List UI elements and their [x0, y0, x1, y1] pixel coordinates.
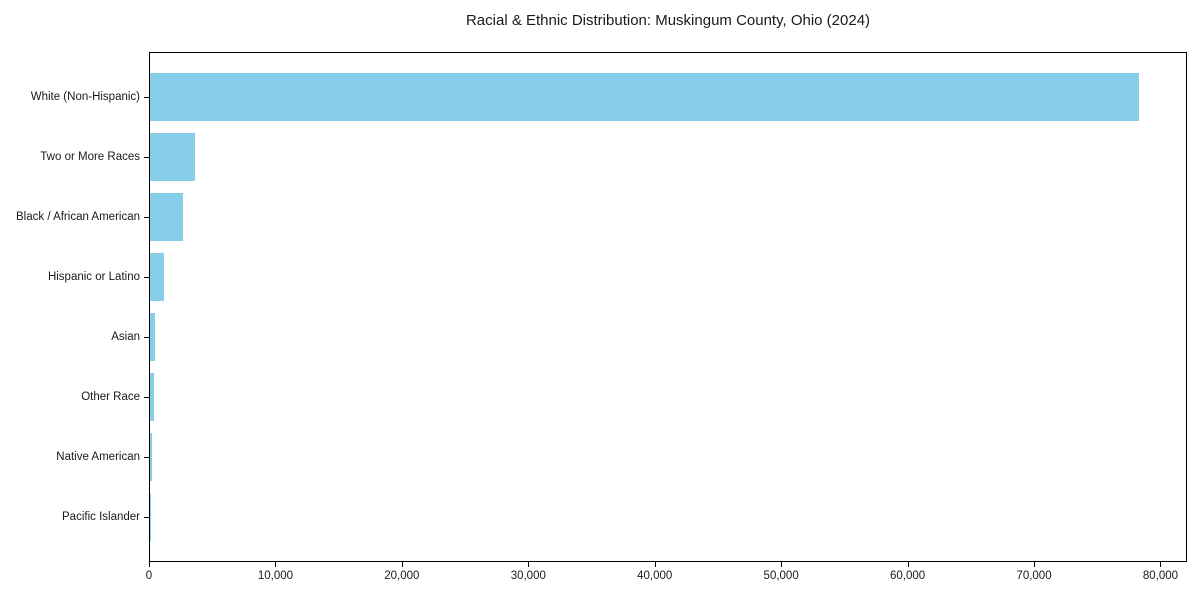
- x-tick-label-30-000: 30,000: [510, 570, 546, 582]
- y-tick-mark: [144, 157, 149, 158]
- y-tick-label-hispanic-or-latino: Hispanic or Latino: [47, 271, 140, 283]
- bar-black-african-american: [150, 193, 184, 241]
- x-tick-mark: [275, 562, 276, 567]
- y-tick-label-black-african-american: Black / African American: [16, 211, 140, 223]
- x-tick-label-20-000: 20,000: [384, 570, 420, 582]
- bar-hispanic-or-latino: [150, 253, 164, 301]
- y-tick-mark: [144, 217, 149, 218]
- y-tick-label-white-non-hispanic: White (Non-Hispanic): [30, 91, 140, 103]
- y-tick-mark: [144, 517, 149, 518]
- x-tick-mark: [149, 562, 150, 567]
- x-tick-mark: [1034, 562, 1035, 567]
- y-tick-mark: [144, 337, 149, 338]
- x-tick-label-40-000: 40,000: [637, 570, 673, 582]
- x-tick-mark: [1160, 562, 1161, 567]
- bar-native-american: [150, 433, 152, 481]
- x-tick-label-70-000: 70,000: [1016, 570, 1052, 582]
- y-tick-mark: [144, 397, 149, 398]
- x-tick-label-60-000: 60,000: [889, 570, 926, 582]
- y-tick-label-two-or-more-races: Two or More Races: [40, 151, 140, 163]
- x-tick-label-80-000: 80,000: [1142, 570, 1179, 582]
- x-tick-mark: [781, 562, 782, 567]
- bar-asian: [150, 313, 156, 361]
- y-tick-mark: [144, 277, 149, 278]
- y-tick-label-asian: Asian: [111, 331, 140, 343]
- y-tick-label-other-race: Other Race: [81, 391, 140, 403]
- y-tick-mark: [144, 457, 149, 458]
- y-tick-label-pacific-islander: Pacific Islander: [62, 511, 140, 523]
- y-tick-label-native-american: Native American: [56, 451, 140, 463]
- x-tick-label-50-000: 50,000: [763, 570, 799, 582]
- y-tick-mark: [144, 97, 149, 98]
- x-tick-mark: [528, 562, 529, 567]
- plot-area: [149, 52, 1187, 562]
- x-tick-mark: [655, 562, 656, 567]
- chart-title: Racial & Ethnic Distribution: Muskingum …: [465, 12, 871, 29]
- x-tick-mark: [402, 562, 403, 567]
- x-tick-mark: [908, 562, 909, 567]
- bar-other-race: [150, 373, 155, 421]
- bar-two-or-more-races: [150, 133, 196, 181]
- x-tick-label-0: 0: [145, 570, 153, 582]
- bar-white-non-hispanic: [150, 73, 1139, 121]
- x-tick-label-10-000: 10,000: [257, 570, 294, 582]
